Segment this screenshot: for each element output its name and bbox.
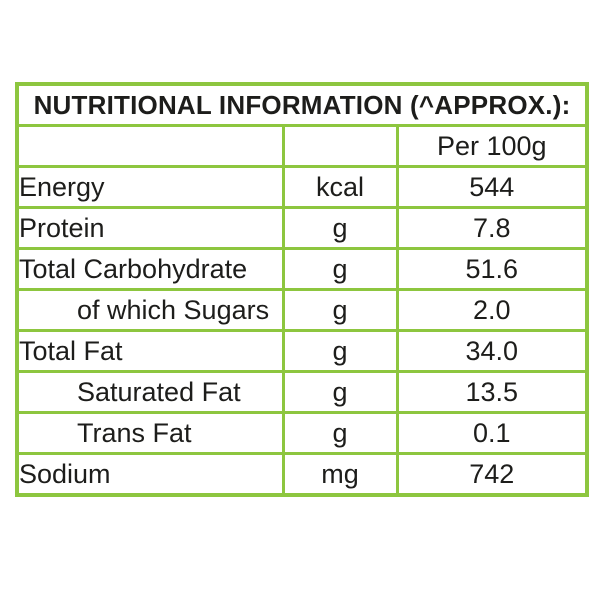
table-title: NUTRITIONAL INFORMATION (^APPROX.): — [15, 82, 589, 127]
table-row: of which Sugars g 2.0 — [15, 288, 589, 332]
nutrient-unit: g — [281, 329, 399, 373]
nutrient-label: Protein — [15, 206, 285, 250]
empty-header-cell — [15, 124, 285, 168]
nutrient-unit: g — [281, 370, 399, 414]
nutrient-label: of which Sugars — [15, 288, 285, 332]
nutrient-label: Energy — [15, 165, 285, 209]
nutrient-value: 0.1 — [395, 411, 589, 455]
nutrient-value: 7.8 — [395, 206, 589, 250]
table-row: Energy kcal 544 — [15, 165, 589, 209]
per-100g-header: Per 100g — [395, 124, 589, 168]
nutrient-label: Trans Fat — [15, 411, 285, 455]
nutrient-unit: g — [281, 411, 399, 455]
title-row: NUTRITIONAL INFORMATION (^APPROX.): — [15, 82, 589, 127]
nutrient-value: 2.0 — [395, 288, 589, 332]
nutrition-table: NUTRITIONAL INFORMATION (^APPROX.): Per … — [15, 82, 590, 497]
table-row: Sodium mg 742 — [15, 452, 589, 497]
nutrient-label: Total Fat — [15, 329, 285, 373]
nutrient-label: Saturated Fat — [15, 370, 285, 414]
nutrient-unit: g — [281, 206, 399, 250]
table-row: Protein g 7.8 — [15, 206, 589, 250]
nutrient-value: 742 — [395, 452, 589, 497]
nutrient-unit: g — [281, 288, 399, 332]
nutrient-value: 51.6 — [395, 247, 589, 291]
table-row: Saturated Fat g 13.5 — [15, 370, 589, 414]
nutrient-value: 544 — [395, 165, 589, 209]
nutrient-value: 34.0 — [395, 329, 589, 373]
nutrient-label: Total Carbohydrate — [15, 247, 285, 291]
empty-header-cell — [281, 124, 399, 168]
nutrient-label: Sodium — [15, 452, 285, 497]
column-header-row: Per 100g — [15, 124, 589, 168]
nutrient-unit: mg — [281, 452, 399, 497]
table-body: Energy kcal 544 Protein g 7.8 Total Carbohydra… — [15, 165, 589, 497]
table-row: Trans Fat g 0.1 — [15, 411, 589, 455]
nutrient-unit: g — [281, 247, 399, 291]
table-row: Total Fat g 34.0 — [15, 329, 589, 373]
nutrient-value: 13.5 — [395, 370, 589, 414]
nutrient-unit: kcal — [281, 165, 399, 209]
table-row: Total Carbohydrate g 51.6 — [15, 247, 589, 291]
